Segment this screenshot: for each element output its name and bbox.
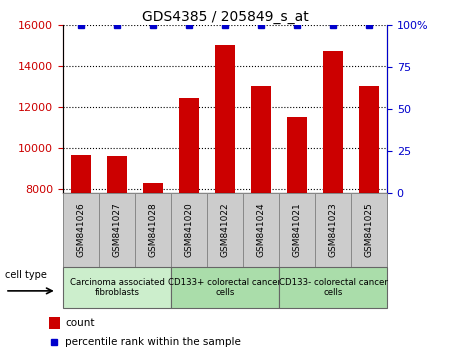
Text: CD133+ colorectal cancer
cells: CD133+ colorectal cancer cells	[168, 278, 282, 297]
Bar	[323, 51, 343, 193]
Text: count: count	[65, 318, 94, 328]
Bar	[359, 86, 379, 193]
Text: GSM841027: GSM841027	[112, 203, 122, 257]
Text: GSM841023: GSM841023	[328, 203, 338, 257]
Bar	[251, 86, 271, 193]
Bar	[71, 155, 91, 193]
Text: GSM841021: GSM841021	[292, 203, 302, 257]
Text: GSM841026: GSM841026	[76, 203, 86, 257]
Bar	[49, 317, 59, 329]
Text: GSM841024: GSM841024	[256, 203, 266, 257]
Text: percentile rank within the sample: percentile rank within the sample	[65, 337, 241, 347]
Bar	[179, 98, 199, 193]
Bar	[143, 183, 163, 193]
Text: Carcinoma associated
fibroblasts: Carcinoma associated fibroblasts	[70, 278, 164, 297]
Text: GSM841022: GSM841022	[220, 203, 230, 257]
Bar	[287, 117, 307, 193]
Text: GSM841020: GSM841020	[184, 203, 194, 257]
Text: GSM841028: GSM841028	[148, 203, 157, 257]
Text: GSM841025: GSM841025	[364, 203, 373, 257]
Title: GDS4385 / 205849_s_at: GDS4385 / 205849_s_at	[142, 10, 308, 24]
Bar	[107, 156, 127, 193]
Text: cell type: cell type	[5, 270, 47, 280]
Bar	[215, 45, 235, 193]
Text: CD133- colorectal cancer
cells: CD133- colorectal cancer cells	[279, 278, 387, 297]
